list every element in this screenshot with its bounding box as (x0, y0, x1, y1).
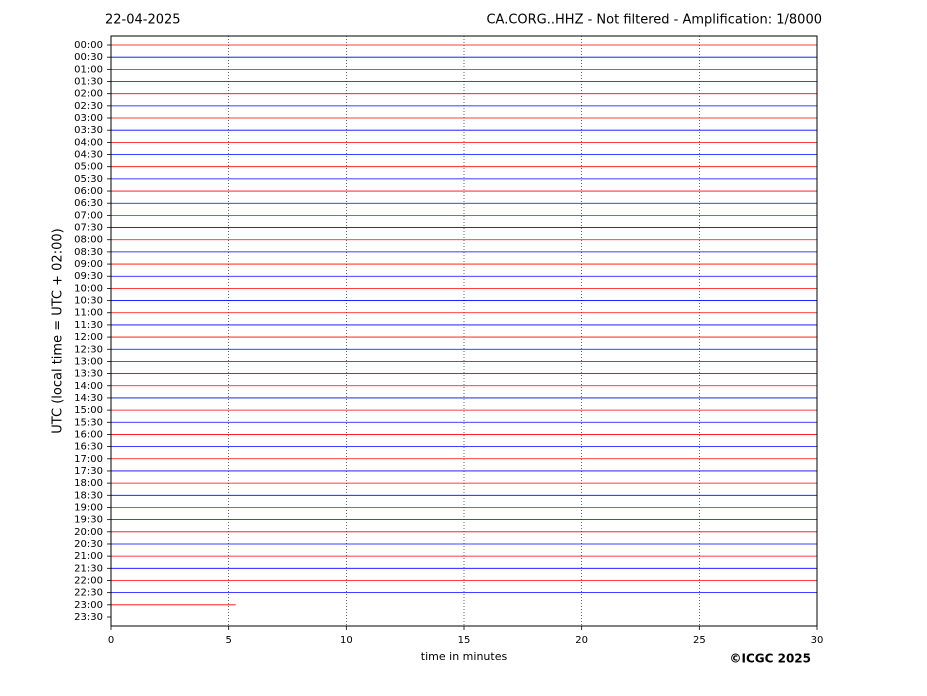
y-tick-label: 14:30 (74, 393, 103, 404)
chart-title: CA.CORG..HHZ - Not filtered - Amplificat… (486, 13, 822, 28)
y-tick-label: 09:00 (74, 259, 103, 270)
y-tick-label: 06:00 (74, 186, 103, 197)
y-tick-label: 03:30 (74, 125, 103, 136)
y-tick-label: 10:00 (74, 283, 103, 294)
y-tick-label: 08:30 (74, 247, 103, 258)
y-tick-label: 00:30 (74, 52, 103, 63)
y-tick-label: 18:00 (74, 478, 103, 489)
y-tick-label: 01:30 (74, 77, 103, 88)
x-tick-label: 5 (225, 635, 231, 646)
y-tick-label: 06:30 (74, 198, 103, 209)
y-tick-label: 17:30 (74, 466, 103, 477)
y-tick-label: 02:00 (74, 89, 103, 100)
x-tick-label: 25 (693, 635, 706, 646)
y-tick-label: 17:00 (74, 454, 103, 465)
y-tick-label: 15:00 (74, 405, 103, 416)
x-tick-label: 10 (340, 635, 353, 646)
y-tick-label: 16:30 (74, 442, 103, 453)
y-tick-label: 10:30 (74, 296, 103, 307)
y-tick-label: 08:00 (74, 235, 103, 246)
y-tick-label: 18:30 (74, 490, 103, 501)
y-tick-label: 13:30 (74, 369, 103, 380)
y-tick-label: 00:00 (74, 40, 103, 51)
y-tick-label: 07:30 (74, 223, 103, 234)
y-tick-label: 05:00 (74, 162, 103, 173)
y-tick-label: 14:00 (74, 381, 103, 392)
y-tick-label: 22:00 (74, 575, 103, 586)
plot-frame (110, 35, 818, 627)
y-tick-label: 19:30 (74, 515, 103, 526)
y-tick-label: 03:00 (74, 113, 103, 124)
x-tick-label: 30 (811, 635, 824, 646)
y-tick-label: 04:00 (74, 137, 103, 148)
x-tick-label: 20 (575, 635, 588, 646)
y-tick-label: 21:00 (74, 551, 103, 562)
y-tick-label: 12:00 (74, 332, 103, 343)
y-tick-label: 01:00 (74, 64, 103, 75)
y-tick-label: 16:00 (74, 429, 103, 440)
y-tick-label: 07:00 (74, 210, 103, 221)
y-tick-label: 04:30 (74, 150, 103, 161)
y-tick-label: 20:00 (74, 527, 103, 538)
y-tick-label: 11:30 (74, 320, 103, 331)
y-tick-label: 23:00 (74, 600, 103, 611)
y-axis-label: UTC (local time = UTC + 02:00) (51, 228, 66, 433)
x-axis-label: time in minutes (421, 650, 508, 663)
y-tick-label: 15:30 (74, 417, 103, 428)
x-tick-label: 0 (108, 635, 114, 646)
y-tick-label: 02:30 (74, 101, 103, 112)
y-tick-label: 23:30 (74, 612, 103, 623)
y-tick-label: 21:30 (74, 563, 103, 574)
y-tick-label: 09:30 (74, 271, 103, 282)
y-tick-label: 13:00 (74, 356, 103, 367)
y-tick-label: 05:30 (74, 174, 103, 185)
y-tick-label: 11:00 (74, 308, 103, 319)
x-tick-label: 15 (458, 635, 471, 646)
y-tick-label: 19:00 (74, 502, 103, 513)
y-tick-label: 20:30 (74, 539, 103, 550)
chart-date: 22-04-2025 (105, 13, 181, 28)
copyright: ©ICGC 2025 (729, 652, 811, 666)
y-tick-label: 22:30 (74, 588, 103, 599)
y-tick-label: 12:30 (74, 344, 103, 355)
